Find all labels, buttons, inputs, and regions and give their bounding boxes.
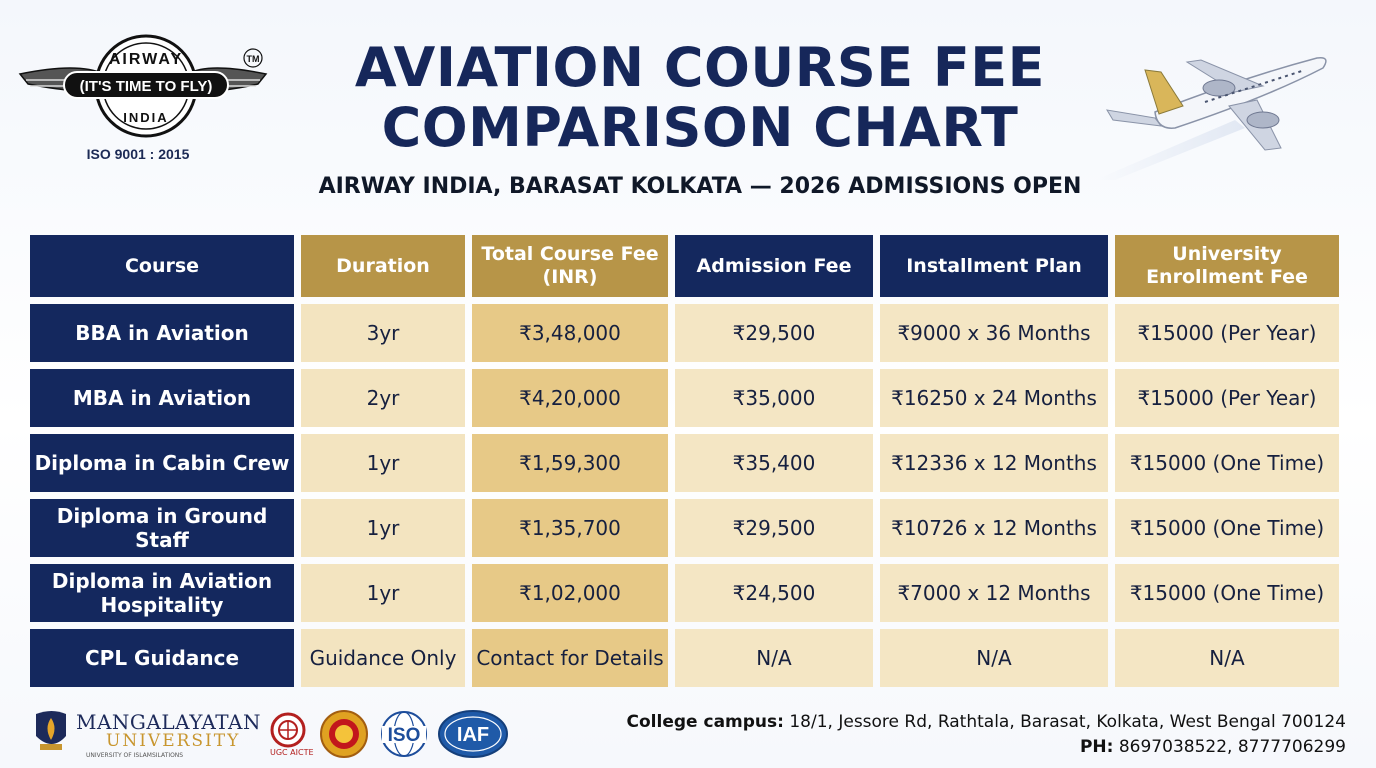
cell-total-fee: ₹1,35,700 <box>472 499 668 557</box>
cell-course: Diploma in Cabin Crew <box>30 434 294 492</box>
campus-address: 18/1, Jessore Rd, Rathtala, Barasat, Kol… <box>789 712 1346 732</box>
cell-admission-fee: ₹29,500 <box>675 499 873 557</box>
cell-enrollment: ₹15000 (Per Year) <box>1115 369 1339 427</box>
university-name: MANGALAYATAN <box>76 710 261 734</box>
table-header-row: Course Duration Total Course Fee (INR) A… <box>30 235 1339 297</box>
aicte-label: UGC AICTE <box>270 748 314 757</box>
page-subtitle: AIRWAY INDIA, BARASAT KOLKATA — 2026 ADM… <box>318 174 1082 199</box>
phone-label: PH: <box>1079 737 1114 757</box>
phone-line: PH: 8697038522, 8777706299 <box>627 735 1346 760</box>
cell-total-fee: ₹4,20,000 <box>472 369 668 427</box>
table-row: BBA in Aviation 3yr ₹3,48,000 ₹29,500 ₹9… <box>30 304 1339 362</box>
cell-enrollment: ₹15000 (One Time) <box>1115 564 1339 622</box>
cell-course: BBA in Aviation <box>30 304 294 362</box>
cell-installment: ₹9000 x 36 Months <box>880 304 1108 362</box>
cell-enrollment: ₹15000 (Per Year) <box>1115 304 1339 362</box>
cell-installment: ₹7000 x 12 Months <box>880 564 1108 622</box>
cell-enrollment: ₹15000 (One Time) <box>1115 434 1339 492</box>
university-sub: UNIVERSITY <box>106 731 241 751</box>
contact-info: College campus: 18/1, Jessore Rd, Rathta… <box>627 710 1346 760</box>
header-enrollment-fee: University Enrollment Fee <box>1115 235 1339 297</box>
cell-duration: 2yr <box>301 369 465 427</box>
header-total-fee: Total Course Fee (INR) <box>472 235 668 297</box>
iaf-logo-icon: IAF <box>438 710 508 758</box>
airplane-icon <box>1095 56 1327 180</box>
page-title: AVIATION COURSE FEE COMPARISON CHART <box>300 38 1100 158</box>
cell-admission-fee: N/A <box>675 629 873 687</box>
header-duration: Duration <box>301 235 465 297</box>
cell-installment: ₹16250 x 24 Months <box>880 369 1108 427</box>
cell-duration: 1yr <box>301 434 465 492</box>
cell-course: Diploma in Aviation Hospitality <box>30 564 294 622</box>
cell-total-fee: Contact for Details <box>472 629 668 687</box>
fee-comparison-table: Course Duration Total Course Fee (INR) A… <box>23 228 1346 694</box>
table-row: Diploma in Cabin Crew 1yr ₹1,59,300 ₹35,… <box>30 434 1339 492</box>
cell-course: CPL Guidance <box>30 629 294 687</box>
cell-admission-fee: ₹24,500 <box>675 564 873 622</box>
cell-admission-fee: ₹29,500 <box>675 304 873 362</box>
cell-total-fee: ₹1,59,300 <box>472 434 668 492</box>
gear-seal-icon <box>320 710 368 758</box>
cell-duration: 1yr <box>301 499 465 557</box>
iso-logo-text: ISO <box>388 725 421 746</box>
logo-tm: TM <box>247 54 260 64</box>
university-tagline: UNIVERSITY OF ISLAMSILATIONS <box>86 752 184 759</box>
cell-duration: 1yr <box>301 564 465 622</box>
table-row: CPL Guidance Guidance Only Contact for D… <box>30 629 1339 687</box>
cell-course: MBA in Aviation <box>30 369 294 427</box>
cell-installment: ₹10726 x 12 Months <box>880 499 1108 557</box>
accreditation-logos: ISO IAF <box>36 710 508 758</box>
cell-course: Diploma in Ground Staff <box>30 499 294 557</box>
logo-top-text: AIRWAY <box>109 51 183 68</box>
header-admission-fee: Admission Fee <box>675 235 873 297</box>
header-course: Course <box>30 235 294 297</box>
cell-admission-fee: ₹35,000 <box>675 369 873 427</box>
airway-india-logo: (IT'S TIME TO FLY) AIRWAY INDIA TM ISO 9… <box>18 34 268 162</box>
logo-bottom-text: INDIA <box>123 110 168 125</box>
cell-total-fee: ₹3,48,000 <box>472 304 668 362</box>
mangalayatan-emblem-icon <box>36 711 66 750</box>
header-installment-plan: Installment Plan <box>880 235 1108 297</box>
iso-cert-text: ISO 9001 : 2015 <box>87 146 190 162</box>
logo-banner-text: (IT'S TIME TO FLY) <box>80 78 213 95</box>
title-line-1: AVIATION COURSE FEE <box>354 36 1046 99</box>
campus-line: College campus: 18/1, Jessore Rd, Rathta… <box>627 710 1346 735</box>
table-row: Diploma in Ground Staff 1yr ₹1,35,700 ₹2… <box>30 499 1339 557</box>
campus-label: College campus: <box>626 712 784 732</box>
table-row: MBA in Aviation 2yr ₹4,20,000 ₹35,000 ₹1… <box>30 369 1339 427</box>
iaf-logo-text: IAF <box>457 724 489 746</box>
cell-duration: Guidance Only <box>301 629 465 687</box>
aicte-seal-icon <box>270 712 306 748</box>
cell-duration: 3yr <box>301 304 465 362</box>
cell-installment: ₹12336 x 12 Months <box>880 434 1108 492</box>
cell-enrollment: ₹15000 (One Time) <box>1115 499 1339 557</box>
cell-admission-fee: ₹35,400 <box>675 434 873 492</box>
phone-numbers: 8697038522, 8777706299 <box>1118 737 1346 757</box>
title-line-2: COMPARISON CHART <box>381 96 1019 159</box>
cell-enrollment: N/A <box>1115 629 1339 687</box>
cell-installment: N/A <box>880 629 1108 687</box>
table-row: Diploma in Aviation Hospitality 1yr ₹1,0… <box>30 564 1339 622</box>
cell-total-fee: ₹1,02,000 <box>472 564 668 622</box>
iso-logo-icon: ISO <box>381 711 427 757</box>
